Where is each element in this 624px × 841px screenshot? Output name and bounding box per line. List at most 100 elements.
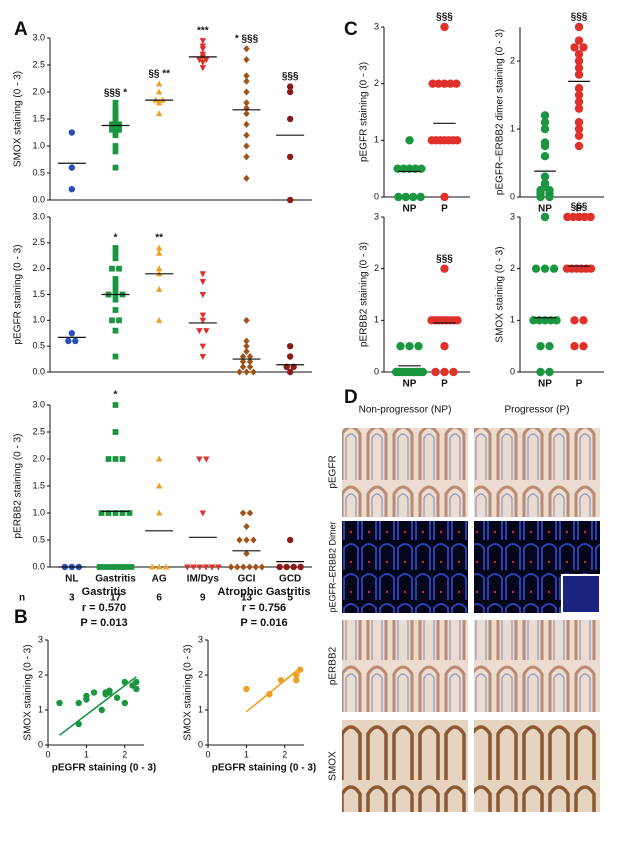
marker <box>109 121 115 128</box>
marker <box>109 317 115 324</box>
row-label: pERBB2 <box>328 646 339 685</box>
marker <box>155 265 163 272</box>
marker <box>574 124 584 134</box>
marker <box>243 77 250 85</box>
marker <box>98 510 105 516</box>
marker <box>196 57 203 64</box>
marker <box>286 115 294 123</box>
significance: §§§ <box>571 202 588 213</box>
marker <box>579 341 588 351</box>
x-tick-label: GCD <box>279 574 301 585</box>
significance: * §§§ <box>235 33 259 44</box>
y-tick-label: 1 <box>38 704 43 714</box>
marker <box>199 343 207 350</box>
marker <box>401 192 410 202</box>
y-tick-label: 2.5 <box>32 426 45 436</box>
x-tick-label: 0 <box>205 749 210 759</box>
marker <box>199 65 207 72</box>
marker <box>239 358 247 366</box>
marker <box>243 337 250 345</box>
y-tick-label: 3.0 <box>32 211 45 221</box>
marker <box>246 563 253 571</box>
marker <box>121 699 128 707</box>
marker <box>286 88 294 96</box>
y-axis-label: pEGFR–ERBB2 dimer staining (0 - 3) <box>495 29 506 195</box>
marker <box>90 689 98 696</box>
y-tick-label: 0 <box>510 191 515 201</box>
y-axis-label: pERBB2 staining (0 - 3) <box>13 433 24 538</box>
marker <box>112 132 119 139</box>
marker <box>65 337 72 345</box>
n-label: 17 <box>110 593 122 604</box>
y-tick-label: 2 <box>510 55 515 65</box>
marker <box>243 131 250 139</box>
y-tick-label: 1 <box>374 135 379 145</box>
n-label: 13 <box>241 593 253 604</box>
marker <box>409 192 418 202</box>
marker <box>117 564 124 570</box>
n-label: 6 <box>156 593 162 604</box>
marker <box>112 296 119 303</box>
marker <box>586 212 595 222</box>
marker <box>536 341 545 351</box>
significance: §§§ <box>571 12 588 23</box>
marker <box>540 124 550 134</box>
marker <box>243 685 250 693</box>
marker <box>112 255 119 262</box>
x-tick-label: 1 <box>244 749 249 759</box>
marker <box>286 368 294 376</box>
marker <box>56 699 63 707</box>
micrograph <box>342 428 468 517</box>
y-axis-label: SMOX staining (0 - 3) <box>183 644 194 740</box>
marker <box>199 317 207 324</box>
significance: §§§ <box>436 253 453 264</box>
marker <box>196 564 203 571</box>
x-tick-label: 0 <box>45 749 50 759</box>
y-tick-label: 2 <box>510 263 515 273</box>
y-tick-label: 0.5 <box>32 341 45 351</box>
y-tick-label: 1.0 <box>32 507 45 517</box>
x-tick-label: P <box>441 379 448 390</box>
marker <box>112 402 119 408</box>
chart-title: Atrophic Gastritis <box>218 586 311 598</box>
significance: * <box>114 390 118 401</box>
marker <box>105 510 112 516</box>
y-tick-label: 3 <box>374 21 379 31</box>
marker <box>574 70 584 79</box>
marker <box>549 264 559 273</box>
x-tick-label: P <box>576 204 583 215</box>
marker <box>83 692 90 700</box>
x-tick-label: IM/Dys <box>187 574 220 585</box>
micrograph <box>474 428 600 517</box>
y-tick-label: 0.5 <box>32 167 45 177</box>
significance: *** <box>197 25 209 36</box>
marker <box>286 353 294 360</box>
marker <box>545 367 554 377</box>
marker <box>246 358 254 366</box>
micrograph <box>474 720 600 812</box>
y-tick-label: 0 <box>198 739 203 749</box>
x-axis-label: pEGFR staining (0 - 3) <box>52 763 156 774</box>
marker <box>155 244 163 251</box>
y-axis-label: pERBB2 staining (0 - 3) <box>359 242 370 347</box>
marker <box>394 192 403 202</box>
marker <box>112 307 119 313</box>
y-tick-label: 2.5 <box>32 237 45 247</box>
n-label: 3 <box>69 593 75 604</box>
marker <box>574 36 584 45</box>
marker <box>243 153 250 161</box>
y-tick-label: 1 <box>374 315 379 325</box>
marker <box>243 99 250 107</box>
marker <box>449 367 458 377</box>
marker <box>396 341 405 351</box>
marker <box>243 316 250 324</box>
y-tick-label: 0 <box>510 366 515 376</box>
marker <box>570 341 579 351</box>
marker <box>203 57 210 64</box>
marker <box>574 141 584 151</box>
marker <box>227 563 235 571</box>
marker <box>199 38 207 45</box>
marker <box>574 97 584 107</box>
marker <box>243 536 250 544</box>
